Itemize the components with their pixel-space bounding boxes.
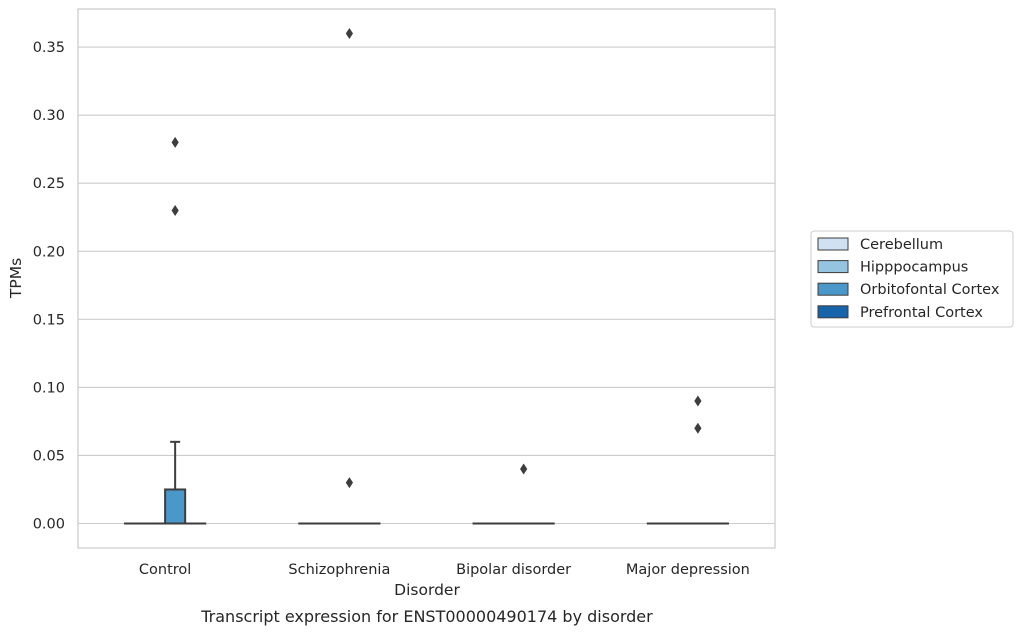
y-tick-label: 0.00 — [33, 517, 65, 533]
chart-caption: Transcript expression for ENST0000049017… — [200, 607, 653, 626]
box-orbitofontal-cortex — [164, 440, 187, 525]
outlier-point — [694, 395, 702, 407]
outlier-point — [171, 136, 179, 148]
legend-swatch — [817, 282, 849, 296]
box — [164, 488, 187, 525]
x-tick-label: Schizophrenia — [288, 562, 390, 578]
y-tick-label: 0.15 — [33, 312, 65, 328]
x-axis-ticks: Control Schizophrenia Bipolar disorder Majo… — [139, 562, 750, 578]
legend-label: Cerebellum — [860, 237, 943, 253]
outlier-point — [345, 28, 353, 39]
y-axis-ticks: 0.00 0.05 0.10 0.15 0.20 0.25 0.30 0.35 — [33, 40, 65, 532]
y-tick-label: 0.30 — [33, 108, 65, 124]
outlier-points — [171, 28, 702, 489]
y-tick-label: 0.25 — [33, 176, 65, 192]
gridlines — [78, 46, 775, 525]
outlier-point — [520, 463, 528, 475]
outlier-point — [345, 477, 353, 489]
legend-label: Hipppocampus — [860, 260, 968, 276]
y-tick-label: 0.20 — [33, 244, 65, 260]
x-tick-label: Control — [139, 562, 191, 578]
legend: Cerebellum Hipppocampus Orbitofontal Corte… — [810, 230, 1014, 328]
plot-area-frame — [77, 8, 776, 549]
y-tick-label: 0.05 — [33, 448, 65, 464]
legend-label: Prefrontal Cortex — [860, 305, 983, 321]
x-axis-label: Disorder — [394, 581, 460, 599]
legend-label: Orbitofontal Cortex — [860, 282, 1000, 298]
x-tick-label: Bipolar disorder — [456, 562, 571, 578]
outlier-point — [694, 422, 702, 434]
outlier-point — [171, 204, 179, 216]
y-axis-label: TPMs — [7, 258, 25, 299]
legend-swatch — [817, 305, 849, 319]
box-series — [124, 440, 729, 525]
y-tick-label: 0.10 — [33, 380, 65, 396]
x-tick-label: Major depression — [626, 562, 750, 578]
legend-swatch — [817, 237, 849, 251]
legend-swatch — [817, 260, 849, 274]
legend-frame — [810, 230, 1014, 328]
y-tick-label: 0.35 — [33, 40, 65, 56]
